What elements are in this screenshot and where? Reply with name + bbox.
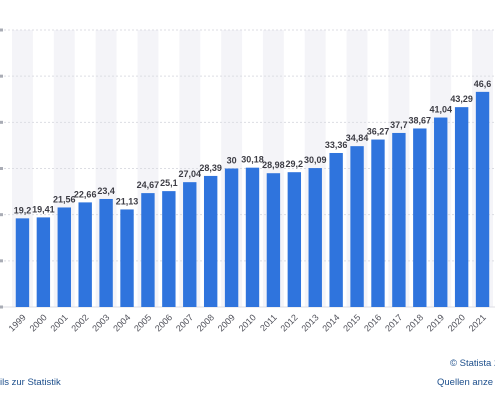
- y-tick-mark: [0, 28, 3, 32]
- y-tick-mark: [0, 74, 3, 78]
- x-tick-label: 2005: [132, 312, 153, 333]
- x-tick-label: 2003: [90, 312, 111, 333]
- sources-link[interactable]: Quellen anze: [437, 377, 493, 388]
- data-label: 41,04: [429, 105, 452, 115]
- bar: [120, 209, 134, 307]
- data-label: 22,66: [74, 189, 97, 199]
- x-tick-label: 2013: [299, 312, 320, 333]
- bar: [183, 182, 197, 307]
- x-tick-label: 2017: [383, 312, 404, 333]
- bar: [392, 132, 406, 307]
- x-tick-label: 2020: [446, 312, 467, 333]
- x-tick-label: 2014: [320, 312, 341, 333]
- x-tick-label: 1999: [7, 312, 28, 333]
- copyright-link[interactable]: © Statista 2: [450, 358, 495, 369]
- data-label: 21,56: [53, 194, 76, 204]
- data-label: 38,67: [409, 115, 432, 125]
- data-label: 33,36: [325, 140, 348, 150]
- x-tick-label: 2007: [174, 312, 195, 333]
- bar: [203, 175, 218, 307]
- y-tick-mark: [0, 305, 3, 309]
- x-tick-label: 2015: [341, 312, 362, 333]
- bar: [78, 202, 92, 307]
- x-tick-label: 2006: [153, 312, 174, 333]
- bar: [371, 139, 385, 307]
- bar: [245, 167, 260, 307]
- data-label: 46,6: [474, 79, 492, 89]
- x-tick-label: 2004: [111, 312, 132, 333]
- bar: [36, 217, 51, 307]
- statistic-details-link[interactable]: ils zur Statistik: [0, 377, 61, 388]
- bar: [413, 128, 427, 307]
- data-label: 28,98: [262, 160, 285, 170]
- x-tick-label: 2002: [69, 312, 90, 333]
- bar: [141, 193, 155, 307]
- x-tick-label: 2012: [279, 312, 300, 333]
- data-label: 30: [227, 156, 237, 166]
- data-label: 29,2: [286, 159, 304, 169]
- data-label: 25,1: [160, 178, 178, 188]
- data-label: 43,29: [450, 94, 473, 104]
- data-label: 24,67: [137, 180, 160, 190]
- bar: [15, 218, 30, 307]
- x-tick-label: 2016: [362, 312, 383, 333]
- bar: [475, 91, 490, 307]
- data-label: 19,41: [32, 204, 55, 214]
- bar: [57, 207, 71, 307]
- x-tick-label: 2021: [467, 312, 488, 333]
- bar: [266, 173, 281, 307]
- bar: [350, 146, 364, 307]
- x-tick-label: 2000: [28, 312, 49, 333]
- x-tick-label: 2001: [48, 312, 69, 333]
- x-tick-label: 2008: [195, 312, 216, 333]
- x-tick-label: 2010: [237, 312, 258, 333]
- x-tick-label: 2019: [425, 312, 446, 333]
- x-tick-label: 2011: [258, 312, 279, 333]
- bar: [162, 191, 176, 307]
- data-label: 28,39: [199, 163, 222, 173]
- data-label: 30,09: [304, 155, 327, 165]
- data-label: 19,2: [14, 205, 32, 215]
- data-label: 23,4: [97, 186, 115, 196]
- bar: [308, 168, 322, 307]
- bar: [454, 107, 469, 307]
- data-label: 30,18: [241, 155, 264, 165]
- bar: [434, 117, 448, 307]
- bar: [99, 198, 113, 307]
- data-label: 36,27: [367, 127, 390, 137]
- data-label: 34,84: [346, 133, 369, 143]
- y-tick-mark: [0, 259, 3, 263]
- bar: [287, 172, 302, 307]
- data-label: 27,04: [178, 169, 201, 179]
- data-label: 21,13: [116, 196, 139, 206]
- y-tick-mark: [0, 213, 3, 217]
- bar: [329, 152, 343, 307]
- data-label: 37,7: [390, 120, 408, 130]
- bar: [224, 168, 239, 307]
- y-tick-mark: [0, 120, 3, 124]
- y-tick-mark: [0, 167, 3, 170]
- x-tick-label: 2009: [216, 312, 237, 333]
- x-tick-label: 2018: [404, 312, 425, 333]
